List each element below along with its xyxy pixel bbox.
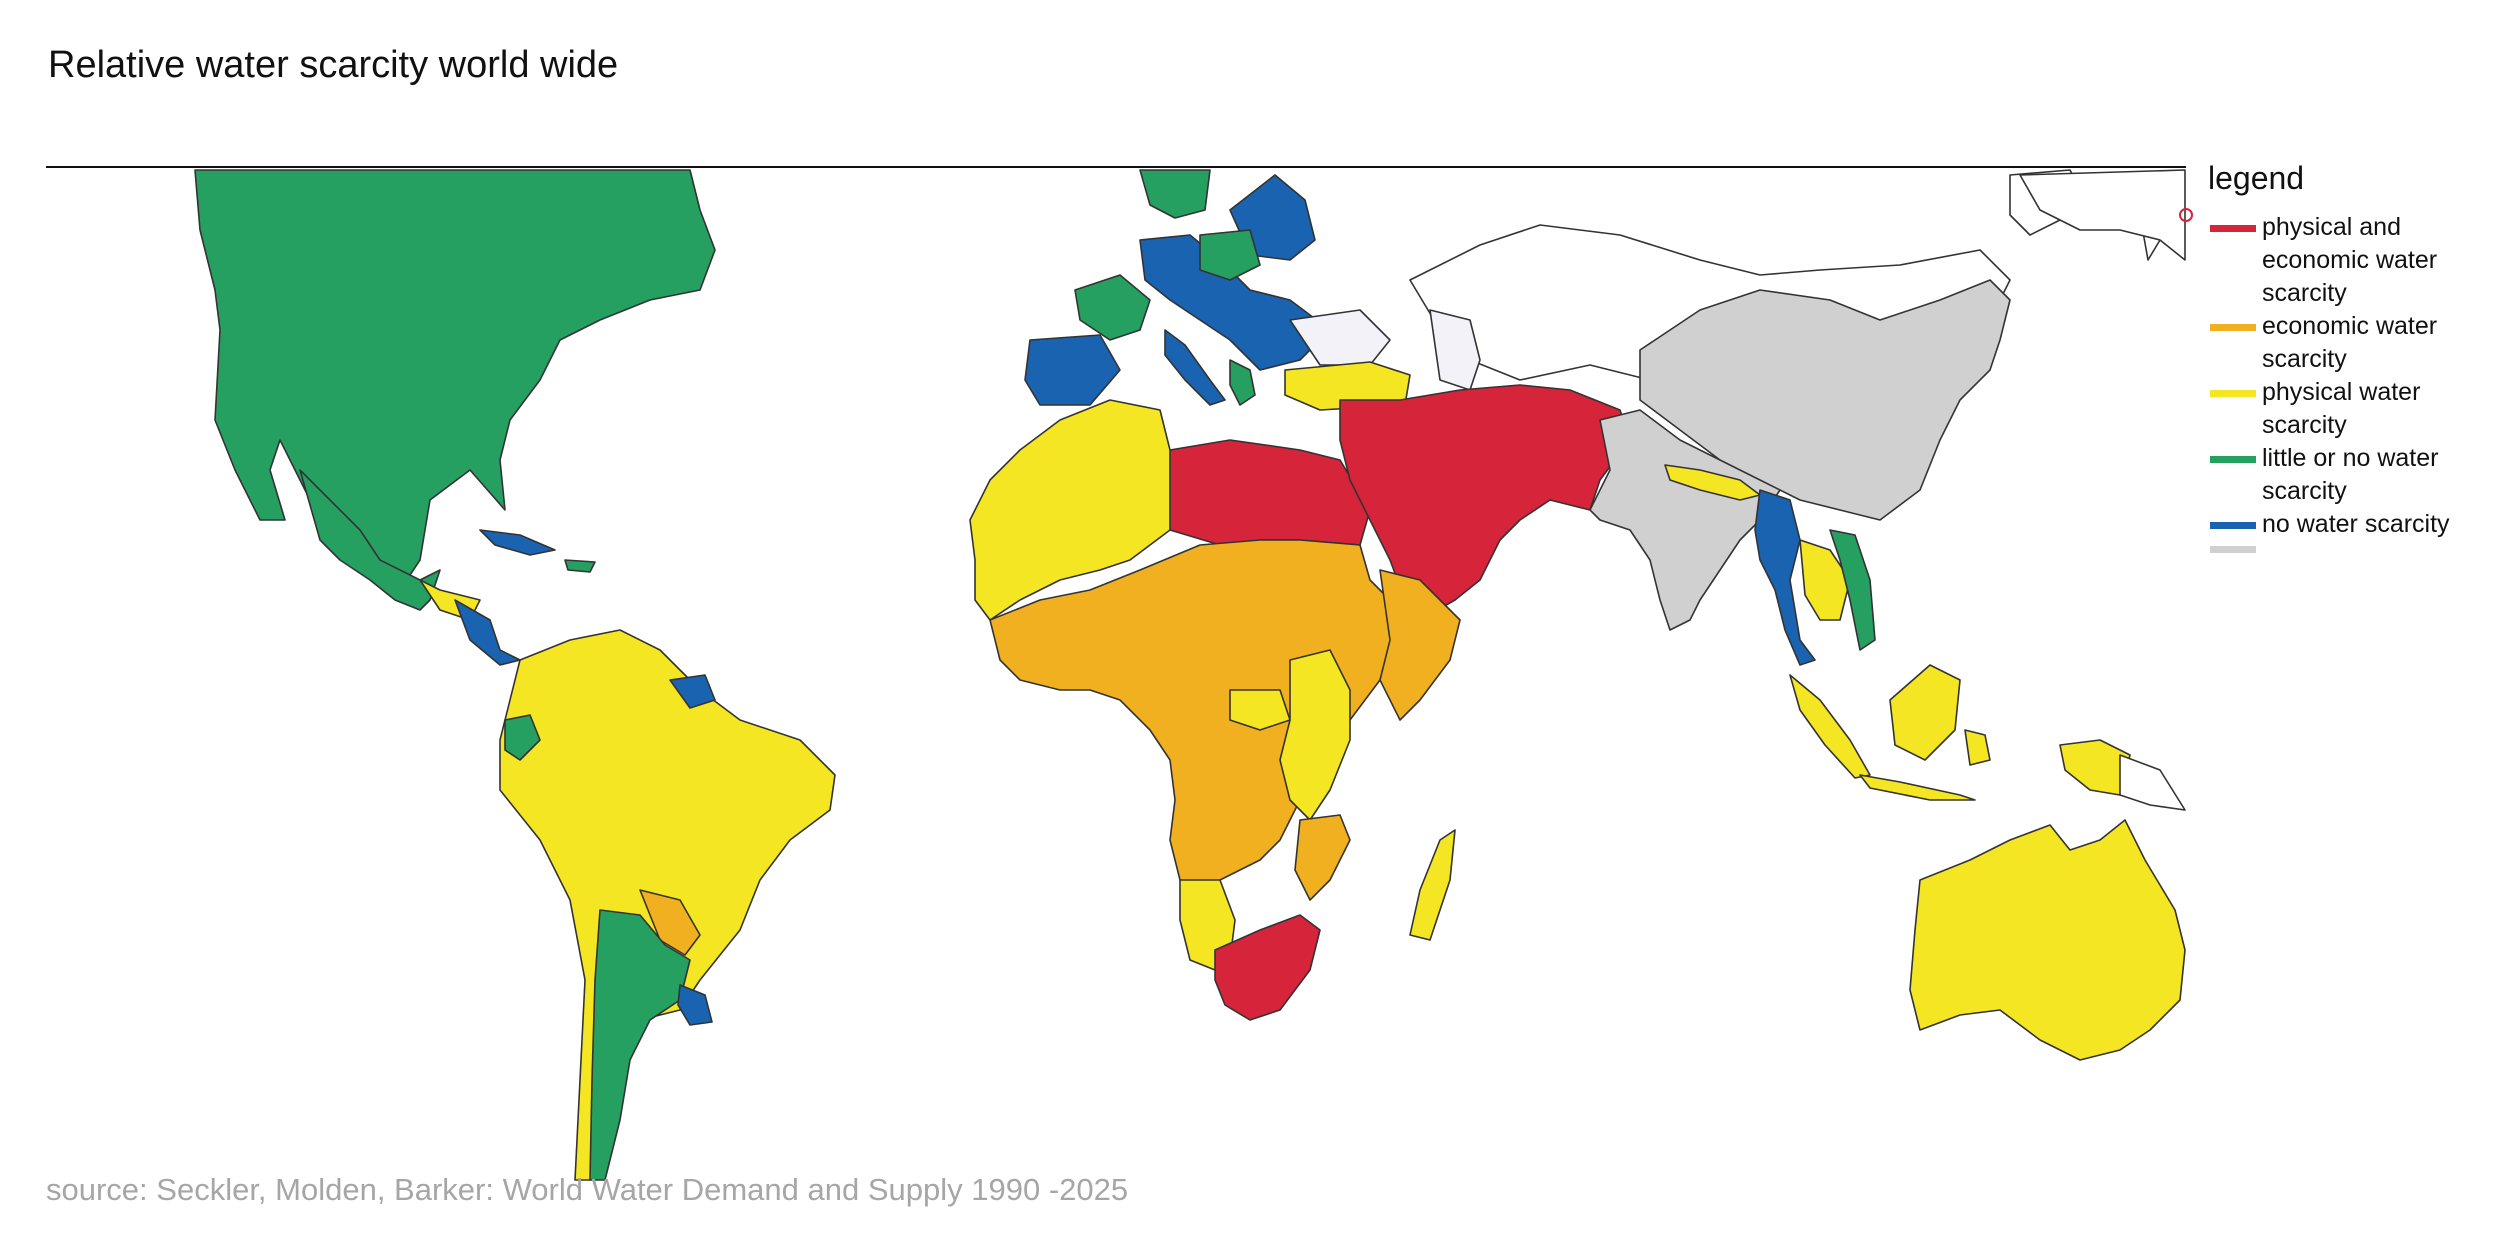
legend-item-little: little or no water scarcity [2208, 442, 2498, 508]
legend-swatch-green [2210, 456, 2256, 463]
source-note: source: Seckler, Molden, Barker: World W… [46, 1172, 1129, 1207]
region-germany [1199, 229, 1261, 281]
legend-item-economic: economic water scarcity [2208, 310, 2498, 376]
legend-swatch-orange [2210, 324, 2256, 331]
region-uruguay [677, 984, 713, 1026]
legend-label: no water scarcity [2262, 510, 2450, 538]
legend-label: little or no water scarcity [2262, 444, 2439, 505]
map-title: Relative water scarcity world wide [48, 44, 619, 86]
region-argentina [589, 909, 691, 1181]
legend-label: physical water scarcity [2262, 378, 2421, 439]
region-indonesia-java [1859, 774, 1976, 801]
legend-item-none: no water scarcity [2208, 508, 2498, 553]
region-north-america [194, 169, 716, 591]
region-south-africa-red [1214, 914, 1321, 1021]
legend-swatch-yellow [2210, 390, 2256, 397]
legend-item-physical: physical water scarcity [2208, 376, 2498, 442]
region-myanmar [1754, 489, 1816, 666]
region-new-guinea-east [2119, 754, 2186, 811]
legend-title: legend [2208, 160, 2305, 196]
region-iberia [1024, 334, 1121, 406]
region-central-africa-yellow [1229, 689, 1291, 731]
legend-label: physical and economic water scarcity [2262, 213, 2438, 307]
region-sulawesi [1964, 729, 1991, 766]
region-borneo [1889, 664, 1961, 761]
legend-swatch-red [2210, 225, 2256, 232]
region-paraguay [639, 889, 701, 956]
region-europe-green [1074, 274, 1151, 341]
region-mexico [299, 469, 441, 611]
region-east-africa-yellow [1279, 649, 1351, 821]
region-thailand [1799, 539, 1851, 621]
region-central-asia [1429, 309, 1481, 391]
legend-swatch-grey [2210, 546, 2256, 553]
region-balkans [1229, 359, 1256, 406]
region-ukraine [1289, 309, 1391, 366]
region-himalaya-yellow [1664, 464, 1761, 501]
region-greenland-edge [2019, 169, 2186, 261]
region-mozambique [1294, 814, 1351, 901]
legend: legend physical and economic water scarc… [2208, 160, 2498, 553]
region-australia [1909, 819, 2186, 1061]
region-caribbean [479, 529, 556, 556]
region-sahel-orange [989, 539, 1401, 901]
region-middle-east-red [1339, 384, 1631, 621]
region-china-grey [1639, 279, 2011, 521]
region-horn-africa [1379, 569, 1461, 721]
edge-marker-icon [2179, 208, 2193, 222]
region-vietnam [1829, 529, 1876, 651]
region-ecuador [504, 714, 541, 761]
region-indonesia-sumatra [1789, 674, 1871, 779]
region-caribbean-2 [564, 559, 596, 573]
region-iceland [1139, 169, 1211, 219]
region-italy [1164, 329, 1226, 406]
region-north-africa-red [1169, 439, 1371, 546]
legend-swatch-blue [2210, 522, 2256, 529]
legend-label: economic water scarcity [2262, 312, 2438, 373]
legend-item-physical-economic: physical and economic water scarcity [2208, 211, 2498, 310]
region-madagascar [1409, 829, 1456, 941]
region-west-africa-yellow [969, 399, 1171, 621]
region-guianas [669, 674, 716, 709]
region-central-america-blue [454, 599, 521, 666]
